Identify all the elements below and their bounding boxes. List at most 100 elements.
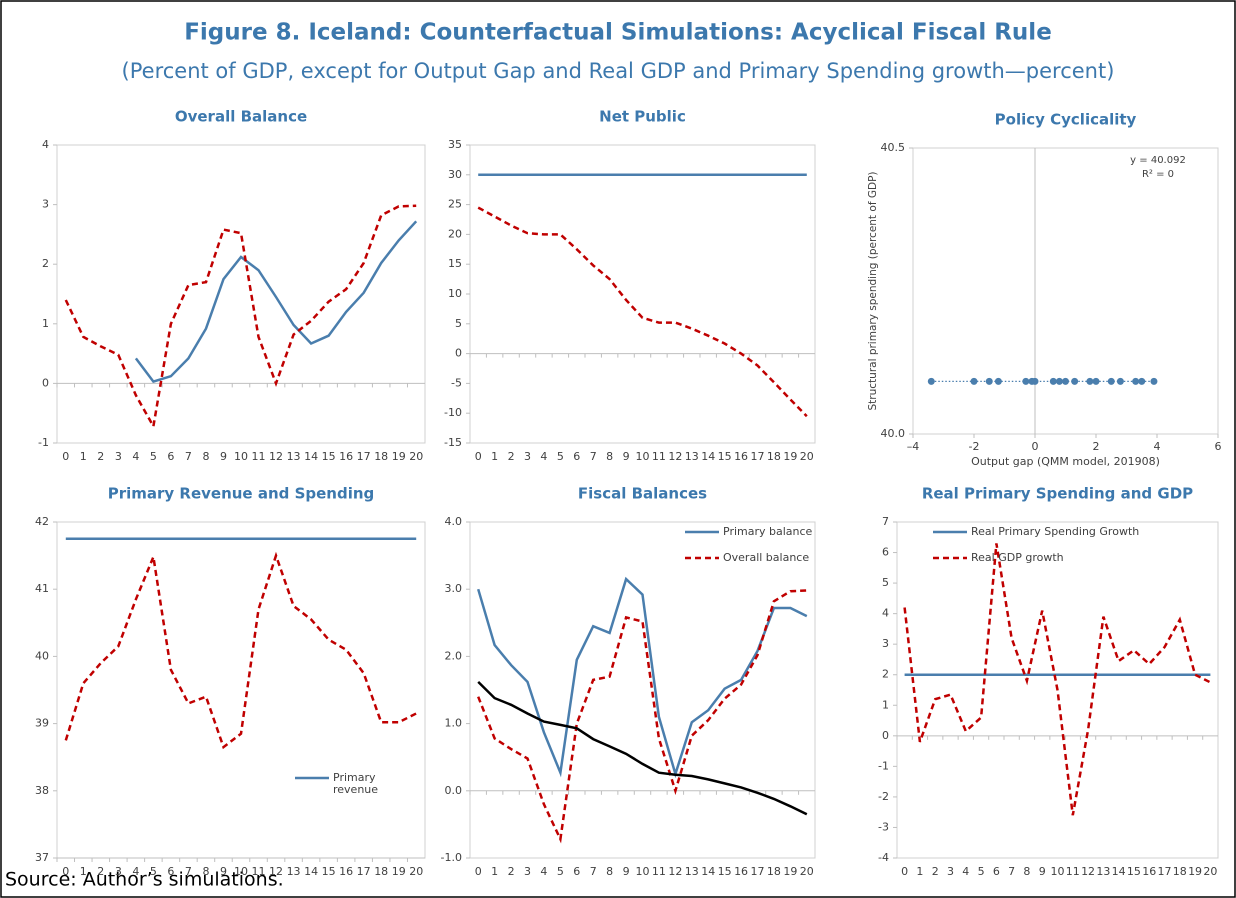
x-tick-label: 0 bbox=[475, 450, 482, 463]
y-tick-label: 40.5 bbox=[881, 141, 906, 154]
x-tick-label: 7 bbox=[590, 450, 597, 463]
x-tick-label: 8 bbox=[1023, 865, 1030, 878]
x-tick-label: 5 bbox=[557, 450, 564, 463]
scatter-point bbox=[970, 377, 978, 385]
x-tick-label: 12 bbox=[668, 865, 682, 878]
chart-title: Real Primary Spending and GDP bbox=[922, 485, 1193, 503]
plot-frame bbox=[469, 144, 816, 444]
x-tick-label: 15 bbox=[322, 865, 336, 878]
figure-subtitle: (Percent of GDP, except for Output Gap a… bbox=[122, 59, 1115, 83]
x-tick-label: 19 bbox=[1188, 865, 1202, 878]
x-tick-label: 4 bbox=[132, 865, 139, 878]
series-line bbox=[477, 206, 808, 418]
x-tick-label: 6 bbox=[167, 450, 174, 463]
x-tick-label: 6 bbox=[167, 865, 174, 878]
plot-frame bbox=[56, 144, 426, 444]
x-tick-label: 15 bbox=[1127, 865, 1141, 878]
y-tick-label: 1.0 bbox=[445, 717, 463, 730]
x-tick-label: 5 bbox=[150, 450, 157, 463]
scatter-point bbox=[927, 377, 935, 385]
x-tick-label: 17 bbox=[751, 865, 765, 878]
scatter-point bbox=[985, 377, 993, 385]
x-tick-label: 18 bbox=[1173, 865, 1187, 878]
scatter-point bbox=[1116, 377, 1124, 385]
x-tick-label: 19 bbox=[783, 450, 797, 463]
x-tick-label: 0 bbox=[475, 865, 482, 878]
plot-frame bbox=[896, 521, 1219, 859]
y-tick-label: 1 bbox=[882, 698, 889, 711]
x-tick-label: 0 bbox=[62, 865, 69, 878]
x-tick-label: 9 bbox=[220, 450, 227, 463]
y-tick-label: 2 bbox=[882, 668, 889, 681]
x-tick-label: 18 bbox=[374, 450, 388, 463]
x-tick-label: 19 bbox=[392, 450, 406, 463]
scatter-point bbox=[1055, 377, 1063, 385]
x-tick-label: 3 bbox=[524, 450, 531, 463]
y-tick-label: 38 bbox=[35, 784, 49, 797]
legend-label: Primary revenue bbox=[333, 772, 379, 796]
y-tick-label: 40 bbox=[35, 649, 49, 662]
legend-label: Real Primary Spending Growth bbox=[971, 526, 1140, 538]
y-tick-label: 0.0 bbox=[445, 784, 463, 797]
x-tick-label: 12 bbox=[1081, 865, 1095, 878]
scatter-point bbox=[1031, 377, 1039, 385]
x-tick-label: 8 bbox=[202, 450, 209, 463]
x-tick-label: 6 bbox=[1215, 440, 1222, 453]
y-tick-label: 40.0 bbox=[881, 427, 906, 440]
y-tick-label: 25 bbox=[448, 198, 462, 211]
y-tick-label: 4.0 bbox=[445, 515, 463, 528]
x-tick-label: 15 bbox=[718, 865, 732, 878]
x-tick-label: 12 bbox=[269, 450, 283, 463]
x-tick-label: 14 bbox=[304, 865, 318, 878]
y-axis-label: Structural primary spending (percent of … bbox=[867, 172, 879, 411]
x-tick-label: 0 bbox=[901, 865, 908, 878]
x-tick-label: 16 bbox=[734, 865, 748, 878]
y-tick-label: 2 bbox=[42, 257, 49, 270]
y-tick-label: 5 bbox=[882, 576, 889, 589]
x-tick-label: 2 bbox=[97, 450, 104, 463]
y-tick-label: 39 bbox=[35, 717, 49, 730]
legend-entry: Real Primary Spending Growth bbox=[971, 526, 1140, 538]
legend-entry: Overall balance bbox=[723, 552, 809, 564]
scatter-point bbox=[1138, 377, 1146, 385]
x-tick-label: 3 bbox=[115, 865, 122, 878]
x-tick-label: 2 bbox=[97, 865, 104, 878]
x-tick-label: 13 bbox=[685, 865, 699, 878]
x-tick-label: 9 bbox=[623, 865, 630, 878]
x-tick-label: 13 bbox=[287, 450, 301, 463]
x-tick-label: 17 bbox=[751, 450, 765, 463]
x-tick-label: 4 bbox=[1154, 440, 1161, 453]
series-line bbox=[477, 589, 807, 844]
x-tick-label: 3 bbox=[115, 450, 122, 463]
x-tick-label: 16 bbox=[734, 450, 748, 463]
x-tick-label: 6 bbox=[573, 450, 580, 463]
x-tick-label: 13 bbox=[287, 865, 301, 878]
legend-entry: Real GDP growth bbox=[971, 552, 1064, 564]
x-tick-label: 6 bbox=[573, 865, 580, 878]
x-tick-label: 8 bbox=[606, 865, 613, 878]
series-line bbox=[477, 576, 808, 779]
x-tick-label: 15 bbox=[322, 450, 336, 463]
y-tick-label: -10 bbox=[444, 406, 462, 419]
scatter-point bbox=[1071, 377, 1079, 385]
x-tick-label: 8 bbox=[606, 450, 613, 463]
x-tick-label: 11 bbox=[652, 865, 666, 878]
y-tick-label: 30 bbox=[448, 168, 462, 181]
x-tick-label: 10 bbox=[234, 865, 248, 878]
x-tick-label: 5 bbox=[557, 865, 564, 878]
legend-label: Real GDP growth bbox=[971, 552, 1064, 564]
x-tick-label: 17 bbox=[357, 865, 371, 878]
x-tick-label: 8 bbox=[202, 865, 209, 878]
x-tick-label: 20 bbox=[1203, 865, 1217, 878]
x-tick-label: 9 bbox=[220, 865, 227, 878]
x-tick-label: 4 bbox=[540, 865, 547, 878]
x-tick-label: 7 bbox=[1008, 865, 1015, 878]
x-tick-label: 11 bbox=[652, 450, 666, 463]
x-tick-label: 3 bbox=[947, 865, 954, 878]
x-tick-label: 9 bbox=[1039, 865, 1046, 878]
y-tick-label: 3 bbox=[42, 198, 49, 211]
x-tick-label: 10 bbox=[636, 450, 650, 463]
x-tick-label: 1 bbox=[491, 865, 498, 878]
